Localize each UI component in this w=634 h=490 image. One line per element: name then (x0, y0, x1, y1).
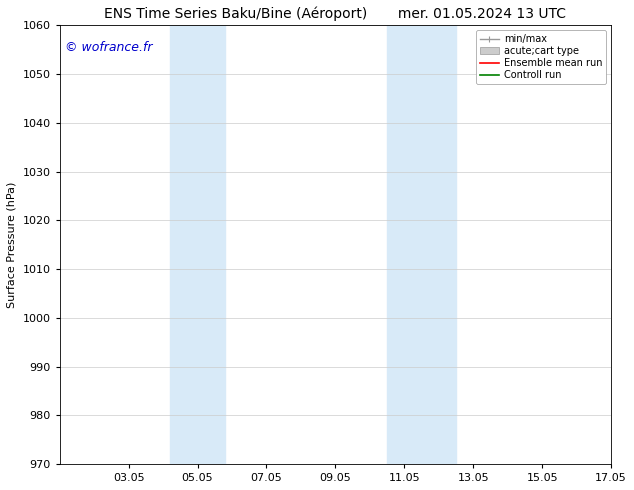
Legend: min/max, acute;cart type, Ensemble mean run, Controll run: min/max, acute;cart type, Ensemble mean … (476, 30, 606, 84)
Bar (170, 25, 225, 464)
Text: © wofrance.fr: © wofrance.fr (65, 41, 153, 54)
Bar (387, 25, 456, 464)
Title: ENS Time Series Baku/Bine (Aéroport)       mer. 01.05.2024 13 UTC: ENS Time Series Baku/Bine (Aéroport) mer… (105, 7, 566, 22)
Y-axis label: Surface Pressure (hPa): Surface Pressure (hPa) (7, 181, 17, 308)
